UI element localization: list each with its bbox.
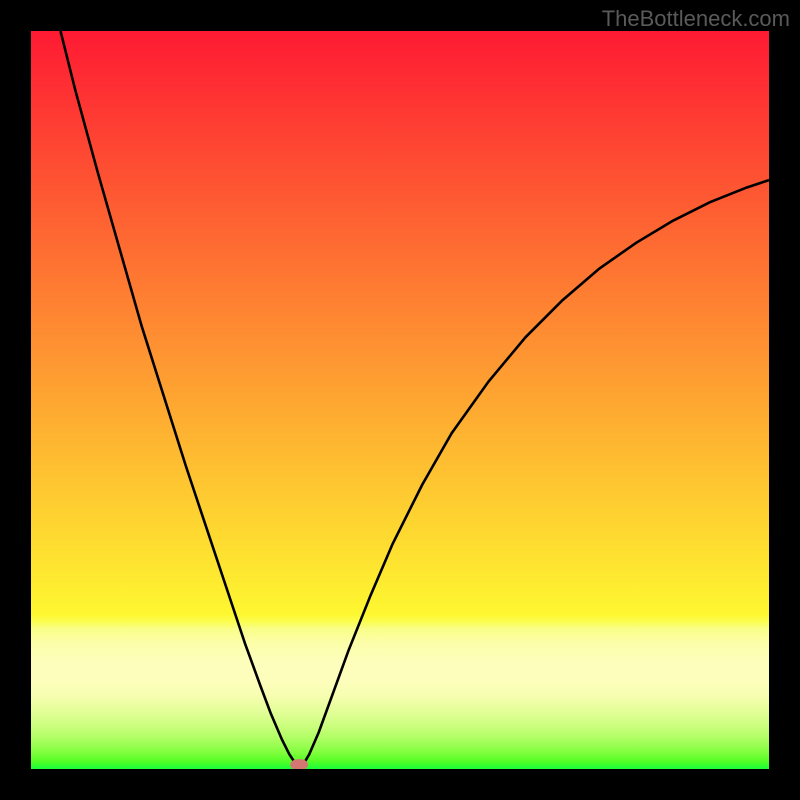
plot-area bbox=[31, 31, 769, 769]
watermark-text: TheBottleneck.com bbox=[602, 6, 790, 32]
optimum-marker bbox=[290, 759, 308, 769]
chart-curve bbox=[31, 31, 769, 769]
